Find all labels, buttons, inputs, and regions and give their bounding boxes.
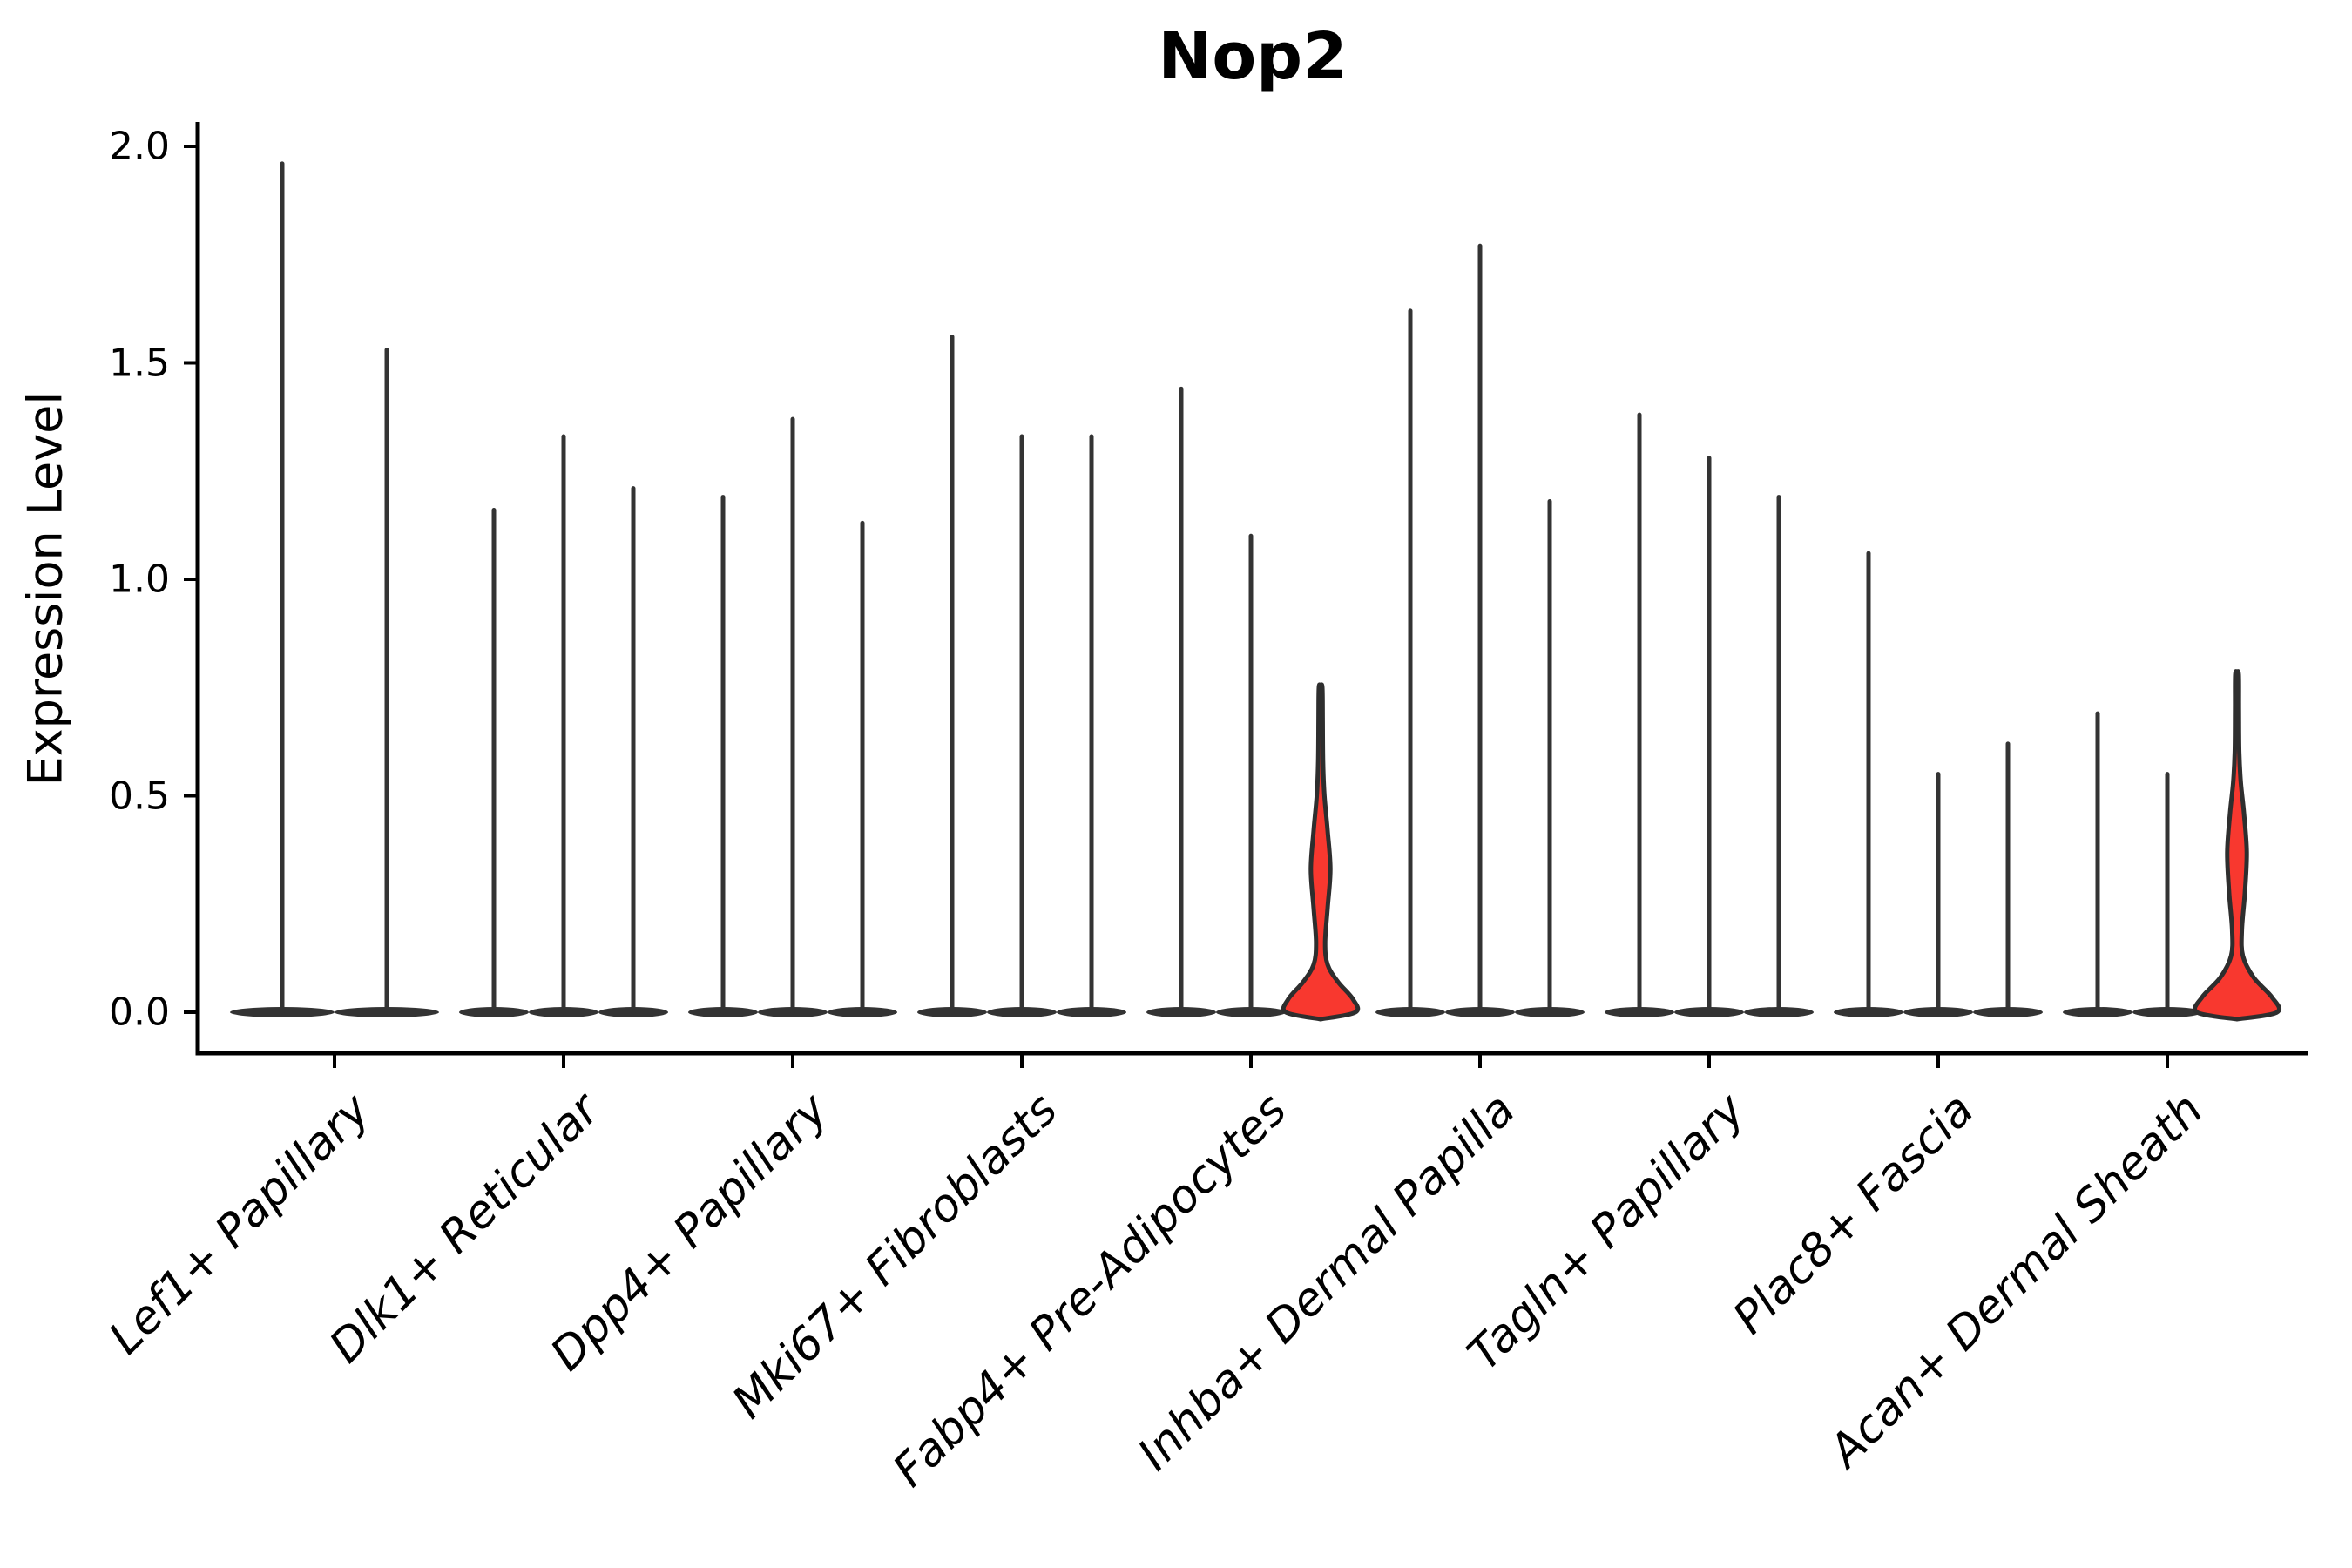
plot-title: Nop2 (1158, 19, 1348, 94)
y-tick-label: 0.0 (109, 990, 170, 1035)
violin-highlighted (1281, 682, 1361, 1022)
y-tick-label: 2.0 (109, 124, 170, 169)
y-tick-label: 0.5 (109, 774, 170, 818)
y-tick-label: 1.0 (109, 557, 170, 602)
violin-highlighted (2193, 669, 2281, 1022)
y-tick-label: 1.5 (109, 341, 170, 385)
